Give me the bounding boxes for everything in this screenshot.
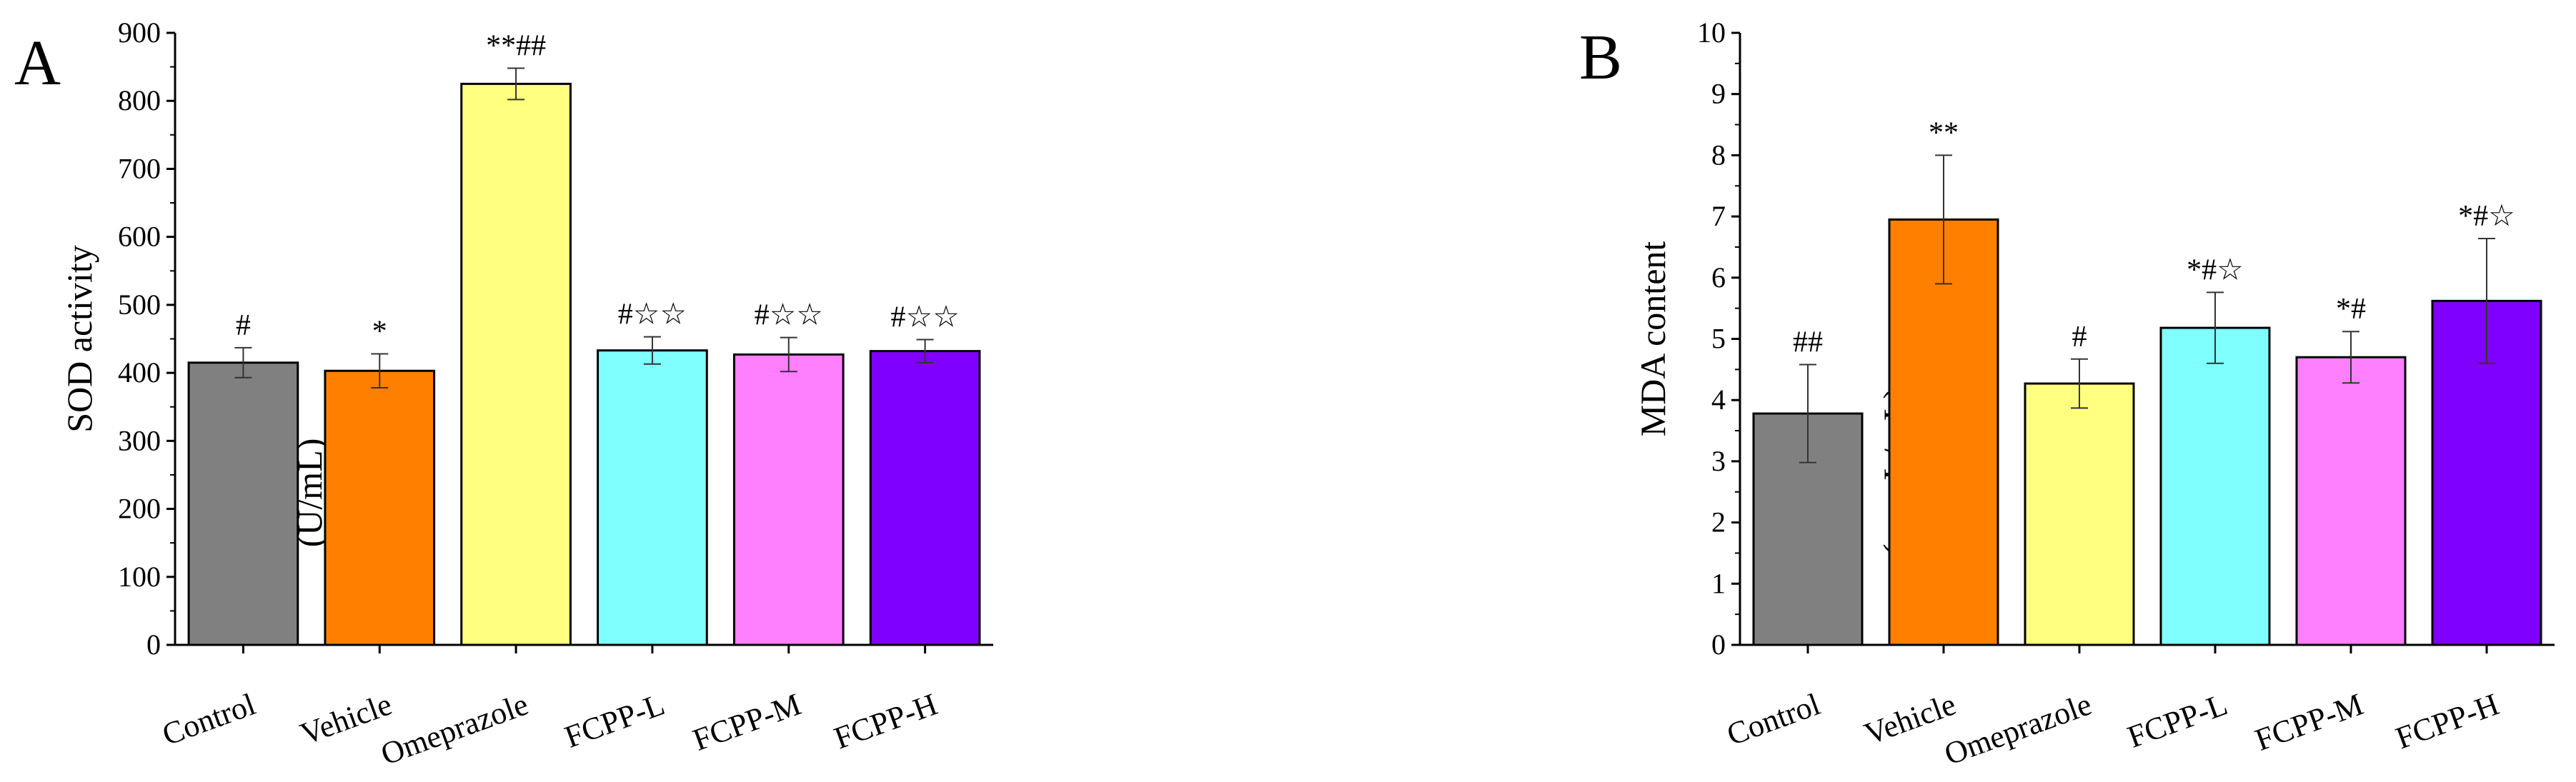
y-axis-title: SOD activity	[59, 245, 99, 432]
bar	[2024, 382, 2135, 646]
x-tick-label: Control	[1722, 686, 1824, 752]
bar	[1888, 218, 1999, 646]
y-tick-label: 200	[118, 493, 161, 525]
y-tick-label: 400	[118, 356, 161, 389]
y-tick-label: 9	[1711, 78, 1726, 110]
significance-label: #	[2072, 321, 2087, 354]
y-tick-label: 3	[1711, 445, 1726, 477]
y-tick-label: 5	[1711, 323, 1726, 355]
significance-label: *#☆	[2187, 254, 2244, 286]
significance-label: **##	[486, 30, 546, 63]
bar	[2295, 356, 2407, 646]
y-tick-label: 600	[118, 221, 161, 253]
y-tick-label: 10	[1697, 16, 1726, 49]
bar	[732, 353, 845, 646]
x-tick-label: FCPP-H	[830, 686, 942, 756]
x-tick-label: FCPP-M	[688, 686, 805, 758]
y-tick-label: 2	[1711, 506, 1726, 538]
bar	[187, 361, 299, 646]
y-tick-label: 300	[118, 424, 161, 456]
y-tick-label: 0	[146, 628, 161, 661]
significance-label: *#☆	[2458, 200, 2515, 233]
y-tick-label: 6	[1711, 261, 1726, 294]
significance-label: #☆☆	[618, 299, 687, 331]
significance-label: #☆☆	[890, 301, 959, 334]
panel-label: A	[14, 28, 61, 99]
y-tick-label: 900	[118, 16, 161, 49]
significance-label: *	[372, 315, 387, 348]
significance-label: ##	[1793, 326, 1823, 359]
x-tick-label: FCPP-L	[2123, 686, 2232, 754]
bar	[2159, 326, 2271, 646]
sod-bar-chart: A 0 100 200 300 400 500 600 700 800 900 SOD activi…	[14, 16, 993, 772]
significance-label: #☆☆	[755, 299, 823, 332]
sod-chart-panel: A 0 100 200 300 400 500 600 700 800 900 SOD activi…	[0, 0, 1286, 782]
y-tick-label: 1	[1711, 567, 1726, 599]
y-tick-label: 700	[118, 152, 161, 184]
y-tick-label: 800	[118, 84, 161, 116]
bar	[869, 350, 981, 646]
x-tick-label: Control	[158, 686, 260, 752]
y-tick-label: 7	[1711, 200, 1726, 232]
x-tick-label: Omeprazole	[1940, 686, 2097, 772]
x-tick-label: FCPP-H	[2391, 686, 2503, 756]
y-tick-label: 8	[1711, 139, 1726, 171]
y-tick-label: 100	[118, 561, 161, 593]
y-tick-label: 0	[1711, 628, 1726, 661]
y-tick-label: 4	[1711, 384, 1726, 416]
x-tick-label: FCPP-M	[2251, 686, 2368, 758]
bar	[324, 369, 436, 646]
significance-label: *#	[2336, 293, 2366, 326]
bar	[460, 82, 572, 646]
significance-label: **	[1929, 116, 1959, 149]
x-tick-label: FCPP-L	[560, 686, 669, 754]
y-axis-title: MDA content	[1633, 241, 1673, 437]
y-tick-label: 500	[118, 289, 161, 321]
panel-label: B	[1579, 22, 1622, 93]
significance-label: #	[236, 309, 251, 342]
bar	[597, 349, 708, 646]
x-tick-label: Omeprazole	[377, 686, 533, 772]
